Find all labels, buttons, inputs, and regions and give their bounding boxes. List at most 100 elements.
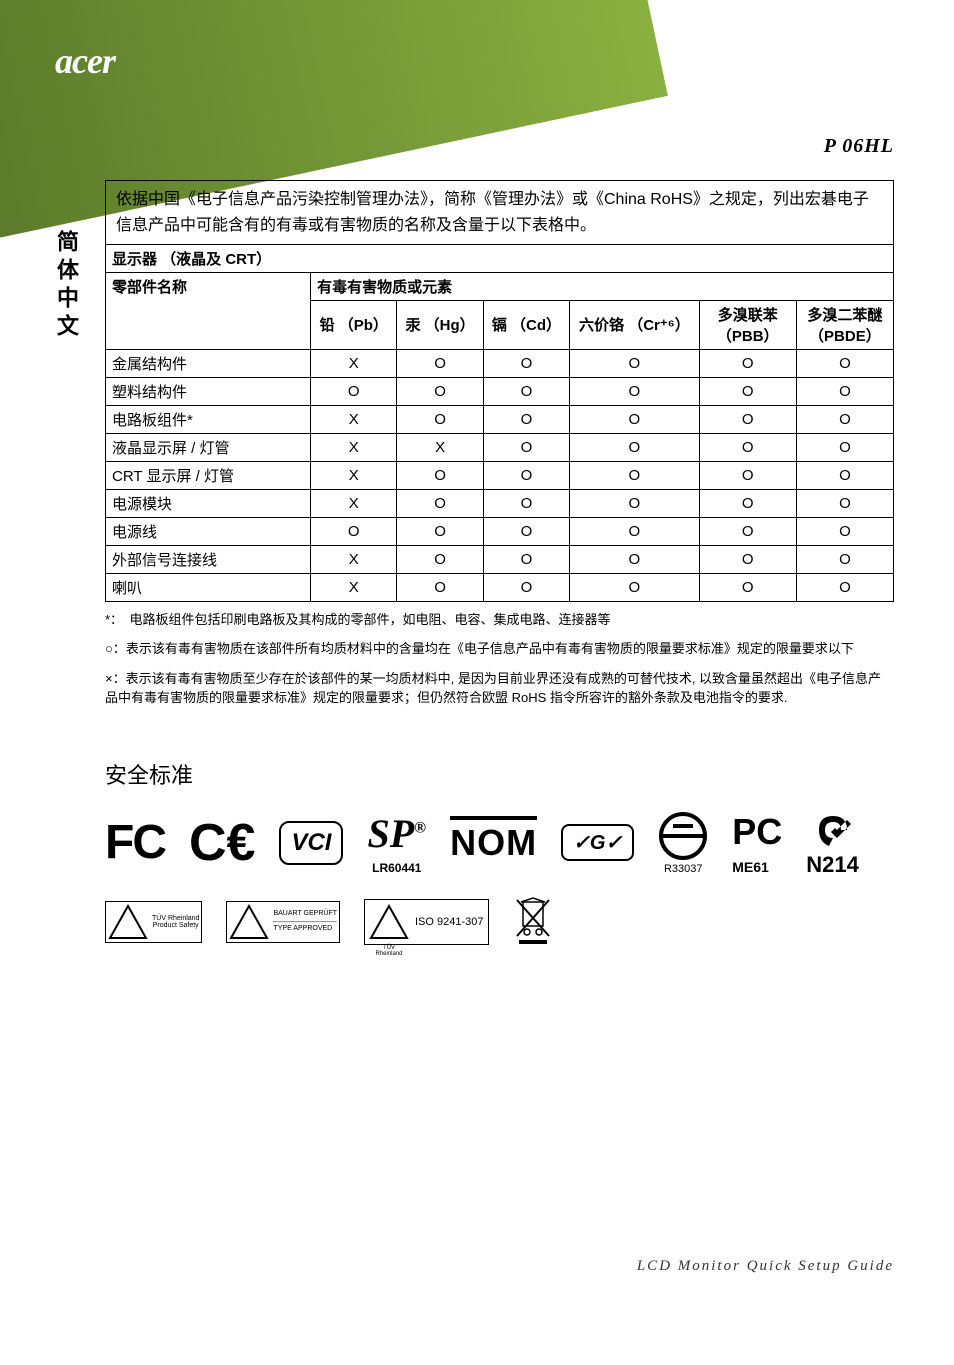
mark-cell: O <box>796 377 893 405</box>
ce-logo: C€ <box>189 813 255 873</box>
mark-cell: O <box>570 433 700 461</box>
mark-cell: O <box>570 573 700 601</box>
mark-cell: O <box>570 517 700 545</box>
nom-logo: NOM <box>450 816 537 870</box>
part-name-cell: 电源线 <box>106 517 311 545</box>
mark-cell: O <box>796 405 893 433</box>
ctick-icon <box>811 808 855 852</box>
brand-logo: acer <box>55 40 115 82</box>
part-header: 零部件名称 <box>106 272 311 349</box>
col-hg: 汞 （Hg） <box>397 300 483 349</box>
footnote-cross: ×：表示该有毒有害物质至少存在於该部件的某一均质材料中, 是因为目前业界还没有成… <box>105 669 894 708</box>
part-name-cell: 外部信号连接线 <box>106 545 311 573</box>
mark-cell: O <box>483 433 569 461</box>
table-row: 塑料结构件OOOOOO <box>106 377 894 405</box>
mark-cell: X <box>311 405 397 433</box>
mark-cell: X <box>397 433 483 461</box>
iso-logo: TÜV Rheinland ISO 9241-307 <box>364 899 489 945</box>
safety-standards-title: 安全标准 <box>105 758 894 790</box>
mark-cell: O <box>570 405 700 433</box>
circle-mark-icon <box>658 811 708 861</box>
mark-cell: O <box>397 461 483 489</box>
mark-cell: X <box>311 489 397 517</box>
part-name-cell: CRT 显示屏 / 灯管 <box>106 461 311 489</box>
intro-text: 依据中国《电子信息产品污染控制管理办法》，简称《管理办法》或《China RoH… <box>105 180 894 245</box>
rohs-table: 显示器 （液晶及 CRT） 零部件名称 有毒有害物质或元素 铅 （Pb） 汞 （… <box>105 244 894 602</box>
mark-cell: O <box>796 489 893 517</box>
mark-cell: O <box>796 545 893 573</box>
mark-cell: O <box>699 545 796 573</box>
vci-logo: VCI <box>279 821 343 865</box>
footnotes: *： 电路板组件包括印刷电路板及其构成的零部件，如电阻、电容、集成电路、连接器等… <box>105 610 894 708</box>
part-name-cell: 喇叭 <box>106 573 311 601</box>
part-name-cell: 液晶显示屏 / 灯管 <box>106 433 311 461</box>
mark-cell: O <box>397 377 483 405</box>
mark-cell: O <box>397 489 483 517</box>
footnote-star: *： 电路板组件包括印刷电路板及其构成的零部件，如电阻、电容、集成电路、连接器等 <box>105 610 894 630</box>
part-name-cell: 塑料结构件 <box>106 377 311 405</box>
col-pb: 铅 （Pb） <box>311 300 397 349</box>
mark-cell: O <box>483 545 569 573</box>
mark-cell: O <box>483 517 569 545</box>
pc-logo: PC ME61 <box>732 811 782 875</box>
substance-header: 有毒有害物质或元素 <box>311 272 894 300</box>
part-name-cell: 电路板组件* <box>106 405 311 433</box>
mark-cell: O <box>796 517 893 545</box>
mark-cell: O <box>699 489 796 517</box>
mark-cell: X <box>311 573 397 601</box>
circle-mark-logo: R33037 <box>658 811 708 875</box>
mark-cell: O <box>483 405 569 433</box>
table-row: 液晶显示屏 / 灯管XXOOOO <box>106 433 894 461</box>
table-row: 喇叭XOOOOO <box>106 573 894 601</box>
mark-cell: O <box>570 461 700 489</box>
mark-cell: O <box>699 377 796 405</box>
table-row: 外部信号连接线XOOOOO <box>106 545 894 573</box>
mark-cell: O <box>397 349 483 377</box>
tuv-triangle-icon <box>108 904 148 940</box>
certification-logos: FC C€ VCI SP® LR60441 NOM ✓G✓ R33037 PC … <box>105 808 894 948</box>
mark-cell: O <box>699 573 796 601</box>
tuv-type-approved-logo: BAUART GEPRÜFT TYPE APPROVED <box>226 901 340 943</box>
mark-cell: O <box>796 573 893 601</box>
sp-logo: SP® LR60441 <box>367 810 426 875</box>
mark-cell: O <box>483 573 569 601</box>
weee-icon <box>513 896 553 948</box>
mark-cell: O <box>699 461 796 489</box>
mark-cell: O <box>796 433 893 461</box>
tuv-product-safety-logo: TÜV Rheinland Product Safety <box>105 901 202 943</box>
mark-cell: O <box>397 405 483 433</box>
ctick-logo: N214 <box>806 808 859 878</box>
mark-cell: O <box>397 517 483 545</box>
mark-cell: O <box>796 349 893 377</box>
table-section-title: 显示器 （液晶及 CRT） <box>106 244 894 272</box>
weee-logo <box>513 896 553 948</box>
col-pbb: 多溴联苯（PBB） <box>699 300 796 349</box>
mark-cell: O <box>570 489 700 517</box>
table-row: 电路板组件*XOOOOO <box>106 405 894 433</box>
mark-cell: O <box>483 489 569 517</box>
mark-cell: O <box>397 573 483 601</box>
mark-cell: X <box>311 545 397 573</box>
mark-cell: O <box>311 377 397 405</box>
tuv-triangle-icon <box>229 904 269 940</box>
mark-cell: O <box>570 377 700 405</box>
mark-cell: O <box>699 433 796 461</box>
footnote-circle: ○：表示该有毒有害物质在该部件所有均质材料中的含量均在《电子信息产品中有毒有害物… <box>105 639 894 659</box>
mark-cell: X <box>311 349 397 377</box>
mark-cell: O <box>397 545 483 573</box>
mark-cell: O <box>699 517 796 545</box>
mark-cell: O <box>483 461 569 489</box>
table-row: CRT 显示屏 / 灯管XOOOOO <box>106 461 894 489</box>
mark-cell: O <box>699 405 796 433</box>
mark-cell: O <box>311 517 397 545</box>
model-number: P 06HL <box>824 135 894 158</box>
tuv-triangle-icon: TÜV Rheinland <box>369 904 409 940</box>
table-row: 电源线OOOOOO <box>106 517 894 545</box>
language-side-label: 简体中文 <box>50 230 82 342</box>
footer-title: LCD Monitor Quick Setup Guide <box>637 1258 894 1275</box>
part-name-cell: 金属结构件 <box>106 349 311 377</box>
mark-cell: X <box>311 461 397 489</box>
col-pbde: 多溴二苯醚（PBDE） <box>796 300 893 349</box>
mark-cell: X <box>311 433 397 461</box>
mark-cell: O <box>483 377 569 405</box>
